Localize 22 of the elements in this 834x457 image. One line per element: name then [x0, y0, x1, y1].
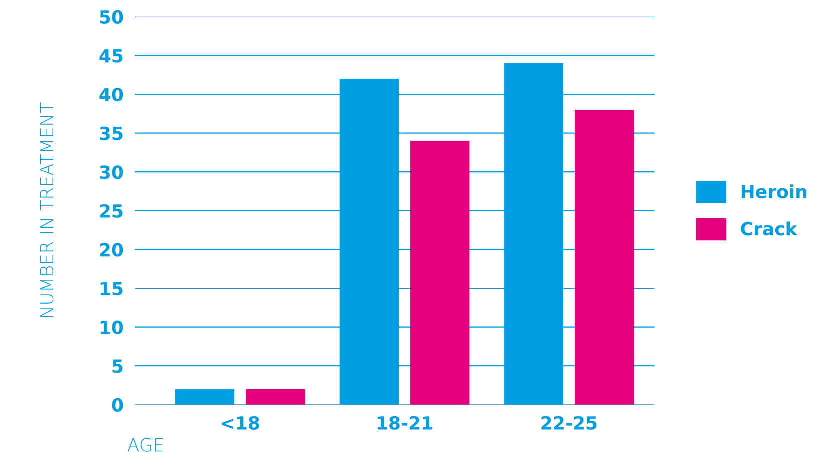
legend-label: Crack	[741, 222, 798, 236]
x-axis-title: AGE	[128, 438, 164, 452]
bar	[175, 389, 235, 405]
y-tick-label: 20	[100, 243, 124, 257]
y-tick-label: 25	[100, 204, 123, 218]
y-tick-label: 5	[112, 360, 123, 374]
y-tick-label: 15	[100, 282, 123, 296]
bar	[574, 110, 634, 405]
y-tick-label: 35	[100, 126, 123, 140]
x-tick-label: <18	[222, 416, 260, 430]
y-tick-label: 40	[100, 88, 124, 102]
y-tick-label: 30	[100, 166, 124, 180]
y-tick-label: 0	[112, 398, 124, 412]
legend-label: Heroin	[742, 184, 807, 199]
bar	[246, 389, 306, 405]
bar	[410, 141, 470, 405]
y-tick-label: 45	[100, 49, 123, 63]
y-tick-label: 10	[100, 320, 124, 334]
x-tick-label: 18-21	[378, 416, 432, 430]
x-tick-label: 22-25	[542, 416, 597, 430]
y-axis-title: NUMBER IN TREATMENT	[40, 102, 54, 318]
y-tick-label: 50	[100, 10, 124, 24]
